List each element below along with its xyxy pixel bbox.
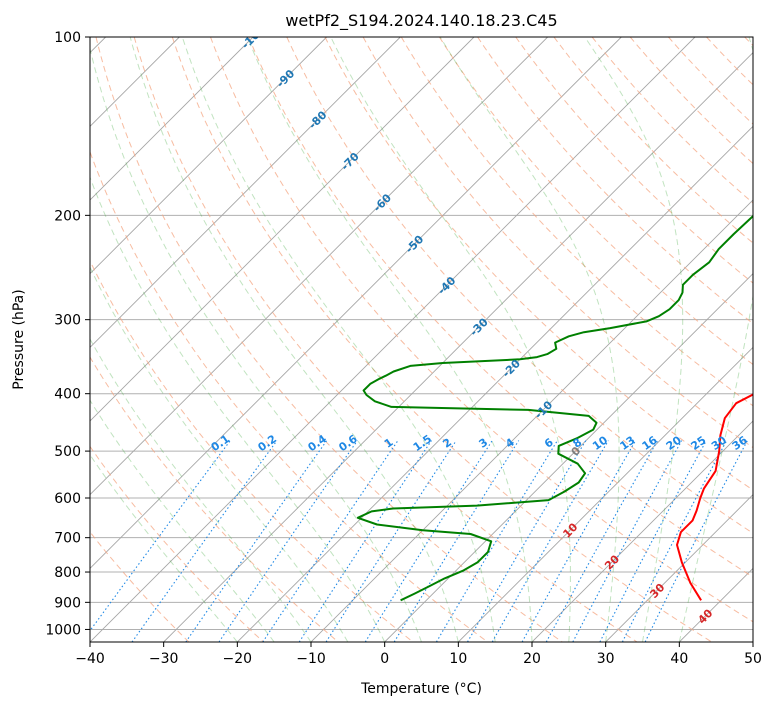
mixing-ratio-line <box>90 440 231 632</box>
moist-adiabat-line <box>584 37 684 642</box>
x-axis: −40 −30 −20 −10 0 10 20 30 40 50 <box>75 642 762 667</box>
moist-adiabat-line <box>90 453 238 642</box>
isotherm-line <box>384 273 753 642</box>
dry-adiabat-line <box>95 37 563 642</box>
isotherm-line <box>90 37 327 275</box>
moist-adiabat-line <box>90 46 422 642</box>
dry-adiabat-line <box>438 37 753 366</box>
dry-adiabat-line <box>90 445 264 642</box>
mixing-ratio-line <box>364 440 493 642</box>
x-tick-label: −20 <box>223 651 253 667</box>
mixing-ratio-line <box>131 440 278 642</box>
y-tick-label: 800 <box>54 565 81 581</box>
mixing-ratio-line <box>491 440 609 642</box>
isotherm-line <box>90 37 696 642</box>
mixing-ratio-line <box>545 440 659 642</box>
isotherm-line <box>163 52 753 642</box>
dry-adiabat-line <box>90 356 339 642</box>
moist-adiabat-line <box>678 37 753 642</box>
mixing-ratio-line <box>521 440 637 642</box>
moist-adiabat-line <box>330 37 571 642</box>
dry-adiabat-line <box>90 259 414 642</box>
moist-adiabat-line <box>90 175 386 642</box>
mixing-ratio-line <box>467 440 587 642</box>
dry-adiabat-line <box>171 37 712 642</box>
dry-adiabat-line <box>133 37 638 642</box>
mixing-ratio-line <box>262 440 399 642</box>
dry-adiabat-line <box>210 37 753 623</box>
dewpoint-profile-line <box>356 214 753 602</box>
isotherm-line <box>237 125 753 642</box>
isotherm-line <box>531 420 753 642</box>
y-tick-label: 900 <box>54 595 81 611</box>
x-tick-label: 20 <box>523 651 541 667</box>
y-tick-label: 600 <box>54 491 81 507</box>
y-axis-title: Pressure (hPa) <box>11 289 27 389</box>
grid-layer <box>90 37 753 642</box>
isotherm-line <box>90 37 401 348</box>
y-axis: 100 200 300 400 500 600 700 800 900 1000 <box>45 30 90 638</box>
x-tick-label: 50 <box>744 651 762 667</box>
x-tick-label: 0 <box>380 651 389 667</box>
dry-adiabat-line <box>400 37 753 407</box>
isotherm-line <box>90 37 622 569</box>
dry-adiabat-line <box>286 37 753 534</box>
dry-adiabat-line <box>248 37 753 578</box>
isotherm-line <box>458 346 753 642</box>
plot-frame <box>89 36 754 643</box>
moist-adiabat-line <box>129 37 459 642</box>
y-tick-label: 400 <box>54 387 81 403</box>
chart-title: wetPf2_S194.2024.140.18.23.C45 <box>285 11 557 31</box>
isotherm-line <box>605 494 753 642</box>
y-tick-label: 300 <box>54 313 81 329</box>
x-tick-label: 10 <box>449 651 467 667</box>
x-tick-label: 30 <box>597 651 615 667</box>
mixing-ratio-line <box>435 440 558 642</box>
x-tick-label: −40 <box>75 651 105 667</box>
y-tick-label: 200 <box>54 208 81 224</box>
x-tick-label: −10 <box>296 651 326 667</box>
y-tick-label: 1000 <box>45 622 81 638</box>
dry-adiabat-line <box>553 37 753 244</box>
dry-adiabat-line <box>591 37 753 204</box>
mixing-ratio-line <box>572 440 683 642</box>
moist-adiabat-line <box>246 37 533 642</box>
x-tick-label: 40 <box>670 651 688 667</box>
mixing-ratio-line <box>644 440 748 642</box>
mixing-ratio-line <box>185 440 328 642</box>
dry-adiabat-line <box>362 37 753 449</box>
isotherm-line <box>90 37 548 496</box>
mixing-ratio-line <box>393 440 520 642</box>
isotherm-line <box>90 37 254 201</box>
y-tick-label: 100 <box>54 30 81 46</box>
moist-adiabat-line <box>181 37 496 642</box>
x-axis-title: Temperature (°C) <box>360 681 482 697</box>
y-tick-label: 500 <box>54 444 81 460</box>
temperature-profile-line <box>676 393 753 601</box>
moist-adiabat-line <box>439 37 620 642</box>
y-tick-label: 700 <box>54 531 81 547</box>
series-layer <box>356 214 753 602</box>
mixing-ratio-lines <box>90 440 748 642</box>
moist-adiabat-line <box>90 266 349 642</box>
mixing-ratio-line <box>325 440 457 642</box>
x-tick-label: −30 <box>149 651 179 667</box>
isotherm-line <box>90 37 475 422</box>
dry-adiabats <box>90 37 753 642</box>
mixing-ratio-line <box>298 440 432 642</box>
